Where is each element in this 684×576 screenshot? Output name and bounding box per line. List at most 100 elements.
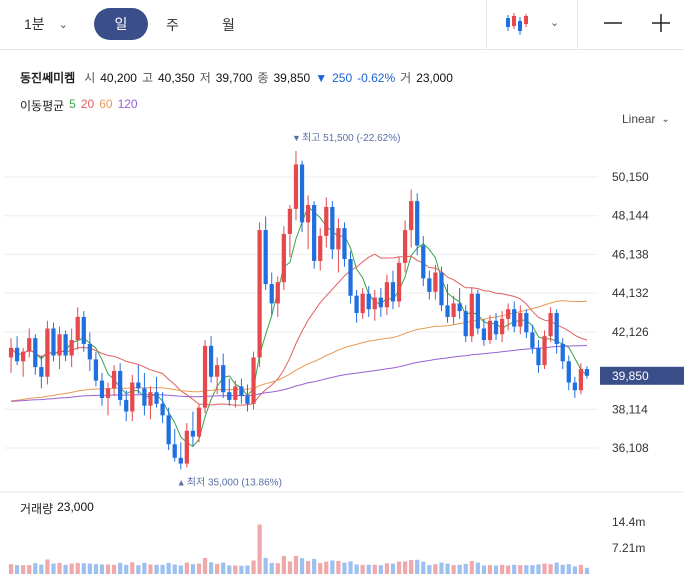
volume-bar [396,561,402,574]
volume-bar [221,562,226,574]
price-axis-label: 36,108 [612,441,649,455]
candle-body [87,343,92,360]
volume-bar [69,563,74,574]
open-label: 시 [84,71,96,85]
volume-bar [469,561,474,574]
volume-label: 거 [400,71,412,85]
volume-bar [536,564,541,574]
volume-bar [172,564,177,574]
candle-body [245,396,250,404]
candle-body [578,369,584,391]
candle-body [293,164,299,209]
candle-body [384,282,390,308]
price-axis-label: 44,132 [612,286,649,300]
volume-bar [178,565,183,574]
volume-bar [215,563,220,574]
volume-bar [348,561,353,574]
candle-body [318,235,323,261]
volume-bar [572,566,577,574]
candle-body [233,386,238,400]
volume-bar [99,564,105,574]
candle-body [542,336,547,366]
chevron-down-icon: ⌄ [661,113,670,125]
volume-bar [427,565,432,574]
price-axis-label: 48,144 [612,209,649,223]
volume-bar [299,558,305,574]
zoom-in-button[interactable] [648,8,674,38]
volume-bar [463,563,468,574]
timeframe-week-button[interactable]: 주 [166,17,179,33]
high-marker-icon: ▼ [292,133,301,143]
moving-average-legend[interactable]: 이동평균 5 20 60 120 [20,97,138,114]
timeframe-day-button[interactable]: 일 [94,8,148,40]
candle-body [348,259,353,296]
volume-bar [402,561,408,574]
volume-bar [415,559,420,574]
volume-bar [142,562,147,574]
stock-name: 동진쎄미켐 [20,71,76,85]
candle-body [524,313,529,333]
volume-bar [384,563,390,574]
ma120-label: 120 [117,97,138,111]
candle-body [160,403,165,416]
volume-bar [487,565,493,574]
candle-body [554,313,559,344]
candle-body [111,370,117,389]
candle-body [202,345,208,408]
volume-bar [281,555,286,574]
candle-body [105,388,111,398]
volume-bar [160,564,165,574]
candle-body [499,318,505,335]
volume-bar [390,563,396,574]
candle-body [469,293,474,337]
candle-body [281,233,286,283]
volume-bar [560,564,565,574]
candle-body [239,386,244,397]
candle-body [166,415,171,445]
chevron-down-icon: ⌄ [58,18,68,31]
volume-bar [366,564,371,574]
price-axis-label: 46,138 [612,247,649,261]
candle-body [493,320,499,335]
volume-bar [499,564,505,574]
candle-body [27,338,32,352]
candle-body [142,388,147,406]
candle-body [409,201,414,231]
volume-bar [330,560,335,574]
candle-body [457,303,462,312]
candle-body [148,392,153,406]
timeframe-minute-selector[interactable]: 1분 ⌄ [24,14,68,34]
candle-body [51,328,56,356]
volume-panel-header: 거래량 23,000 [20,500,94,517]
volume-bar [63,564,68,574]
candle-body [445,305,450,317]
candle-body [390,282,396,302]
volume-bar [360,564,365,574]
candle-body [75,316,80,341]
candle-body [257,230,262,358]
volume-panel-label: 거래량 [20,502,54,516]
volume-bar [27,565,32,574]
candle-body [299,164,305,223]
volume-bar [287,561,293,574]
candle-body [227,392,232,400]
volume-bar [166,562,171,574]
candle-body [536,347,541,366]
change-percent: -0.62% [357,71,396,85]
ma60-label: 60 [99,97,113,111]
candle-body [530,332,535,348]
volume-bar [439,562,444,574]
candle-body [475,293,480,329]
price-chart[interactable]: 50,150 48,144 46,138 44,132 42,126 38,114 36,1… [0,130,684,576]
candle-body [330,206,335,250]
volume-bar [293,555,299,574]
chart-type-selector[interactable]: ⌄ [500,10,570,40]
volume-bar [33,563,38,574]
volume-bar [506,565,511,574]
zoom-out-button[interactable] [600,8,626,38]
timeframe-month-button[interactable]: 월 [222,17,235,33]
candle-body [263,230,268,285]
change-value: 250 [332,71,353,85]
volume-bar [148,564,153,574]
scale-selector[interactable]: Linear ⌄ [622,112,670,126]
